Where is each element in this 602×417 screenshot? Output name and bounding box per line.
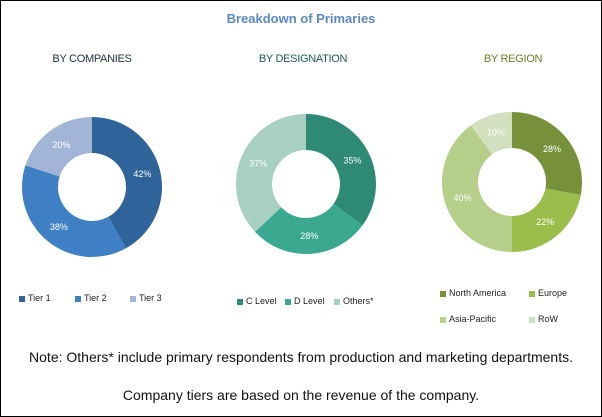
legend-item: Tier 2 [75,293,107,303]
legend-item: C Level [237,296,277,306]
slice-tier-2 [21,165,126,257]
subtitle-designation: BY DESIGNATION [258,53,348,65]
legend-item: Asia-Pacific [440,314,496,324]
donut-chart-1: 35% 28% 37% [236,114,376,255]
legend-item: Others* [334,296,374,306]
note-others: Note: Others* include primary respondent… [29,349,573,365]
note-tiers: Company tiers are based on the revenue o… [122,387,480,403]
legend-label: Europe [538,288,568,298]
legend-label: Tier 3 [139,293,162,303]
data-label: 22% [536,217,554,227]
legend-swatch [19,295,25,302]
data-label: 35% [343,155,361,165]
legend-swatch [529,290,535,297]
legend-label: Tier 1 [28,293,51,303]
legend-item: Tier 1 [19,293,51,303]
data-label: 38% [50,222,68,232]
slice-c-level [306,114,376,226]
data-label: 28% [543,144,561,154]
slice-others- [236,114,306,232]
data-label: 20% [52,140,70,150]
legend-label: Tier 2 [84,293,107,303]
legend-item: Tier 3 [130,293,162,303]
donut-chart-0: 42% 38% 20% [21,117,162,257]
legend-swatch [130,295,136,302]
slice-row [470,112,512,155]
legend-swatch [440,316,446,323]
legend-item: Europe [529,288,567,298]
legend-swatch [75,295,81,302]
chart-title: Breakdown of Primaries [226,11,376,26]
slice-north-america [512,112,582,196]
legend-item: RoW [529,314,558,324]
data-label: 37% [249,158,267,168]
data-label: 42% [133,169,151,179]
subtitle-region: BY REGION [483,53,543,65]
subtitle-companies: BY COMPANIES [52,53,132,65]
slice-tier-3 [25,117,93,177]
legend-item: D Level [285,296,325,306]
slice-asia-pacific [442,125,512,252]
legend-label: D Level [294,296,325,306]
legend-swatch [529,316,535,323]
slice-d-level [254,203,363,255]
legend-swatch [440,290,446,297]
legend-label: Asia-Pacific [449,314,497,324]
slice-europe [512,188,581,252]
legend-item: North America [440,288,506,298]
legend-swatch [334,298,340,305]
legend-swatch [285,298,291,305]
donut-chart-2: 28% 22% 40% 10% [442,112,582,252]
data-label: 40% [454,193,472,203]
data-label: 10% [487,128,505,138]
legend-label: Others* [343,296,374,306]
legend-swatch [237,298,243,305]
legend-label: C Level [246,296,277,306]
slice-tier-1 [92,117,162,249]
data-label: 28% [300,231,318,241]
legend-label: RoW [538,314,558,324]
legend-label: North America [449,288,507,298]
